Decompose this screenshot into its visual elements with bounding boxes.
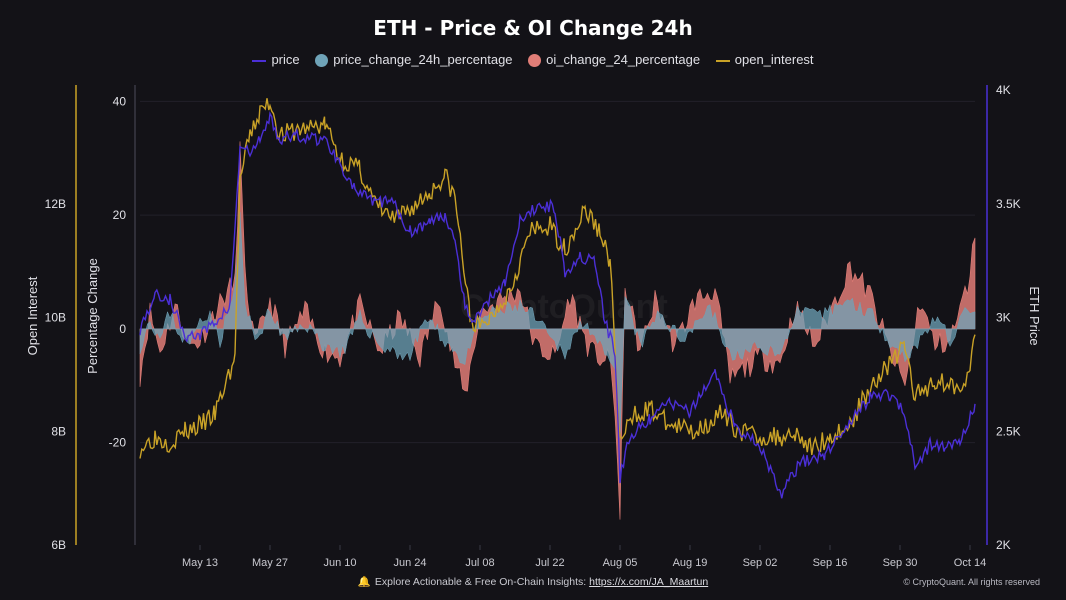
oi-tick-label: 12B (45, 197, 66, 211)
series-price-line (139, 111, 976, 499)
x-tick-label: Jul 22 (535, 557, 564, 569)
x-tick-label: Sep 30 (883, 557, 918, 569)
x-tick-label: Sep 16 (813, 557, 848, 569)
footer-banner: 🔔 Explore Actionable & Free On-Chain Insi… (0, 575, 1066, 588)
x-tick-label: May 27 (252, 557, 288, 569)
price-tick-label: 2.5K (996, 424, 1021, 438)
bell-icon: 🔔 (357, 576, 371, 588)
x-tick-label: Aug 19 (673, 557, 708, 569)
percentage-tick-label: 0 (119, 322, 126, 336)
legend-label-price-change: price_change_24h_percentage (333, 52, 513, 67)
oi-tick-label: 8B (51, 424, 66, 438)
legend-item-price-change[interactable]: price_change_24h_percentage (315, 52, 513, 68)
x-tick-label: Jun 10 (323, 557, 356, 569)
open-interest-axis-title: Open Interest (25, 276, 40, 355)
legend-swatch-open-interest (715, 59, 730, 62)
oi-tick-label: 6B (51, 538, 66, 552)
x-tick-label: Sep 02 (743, 557, 778, 569)
series-price-change-area (139, 212, 976, 438)
percentage-axis-title: Percentage Change (85, 258, 100, 374)
legend-swatch-price (252, 59, 267, 62)
percentage-tick-label: 20 (113, 208, 127, 222)
legend-item-open-interest[interactable]: open_interest (715, 52, 814, 67)
copyright-credit: © CryptoQuant. All rights reserved (903, 577, 1040, 587)
price-tick-label: 4K (996, 83, 1011, 97)
footer-link[interactable]: https://x.com/JA_Maartun (589, 576, 709, 588)
price-axis-title: ETH Price (1027, 286, 1042, 345)
legend-swatch-oi-change (528, 54, 542, 68)
legend-label-oi-change: oi_change_24_percentage (546, 52, 701, 67)
legend-label-price: price (271, 52, 300, 67)
footer-text: Explore Actionable & Free On-Chain Insig… (374, 576, 590, 588)
legend-item-price[interactable]: price (252, 52, 300, 67)
x-tick-label: Jun 24 (393, 557, 426, 569)
legend-label-open-interest: open_interest (734, 52, 814, 67)
percentage-tick-label: -20 (109, 436, 127, 450)
price-tick-label: 2K (996, 538, 1011, 552)
oi-tick-label: 10B (45, 311, 66, 325)
x-tick-label: Jul 08 (465, 557, 494, 569)
price-tick-label: 3K (996, 311, 1011, 325)
percentage-tick-label: 40 (113, 94, 127, 108)
x-tick-label: Oct 14 (954, 557, 986, 569)
price-tick-label: 3.5K (996, 197, 1021, 211)
chart-legend: price price_change_24h_percentage oi_cha… (0, 52, 1066, 68)
x-tick-label: Aug 05 (603, 557, 638, 569)
legend-item-oi-change[interactable]: oi_change_24_percentage (528, 52, 701, 68)
chart-title: ETH - Price & OI Change 24h (373, 16, 693, 40)
legend-swatch-price-change (315, 54, 329, 68)
x-tick-label: May 13 (182, 557, 218, 569)
